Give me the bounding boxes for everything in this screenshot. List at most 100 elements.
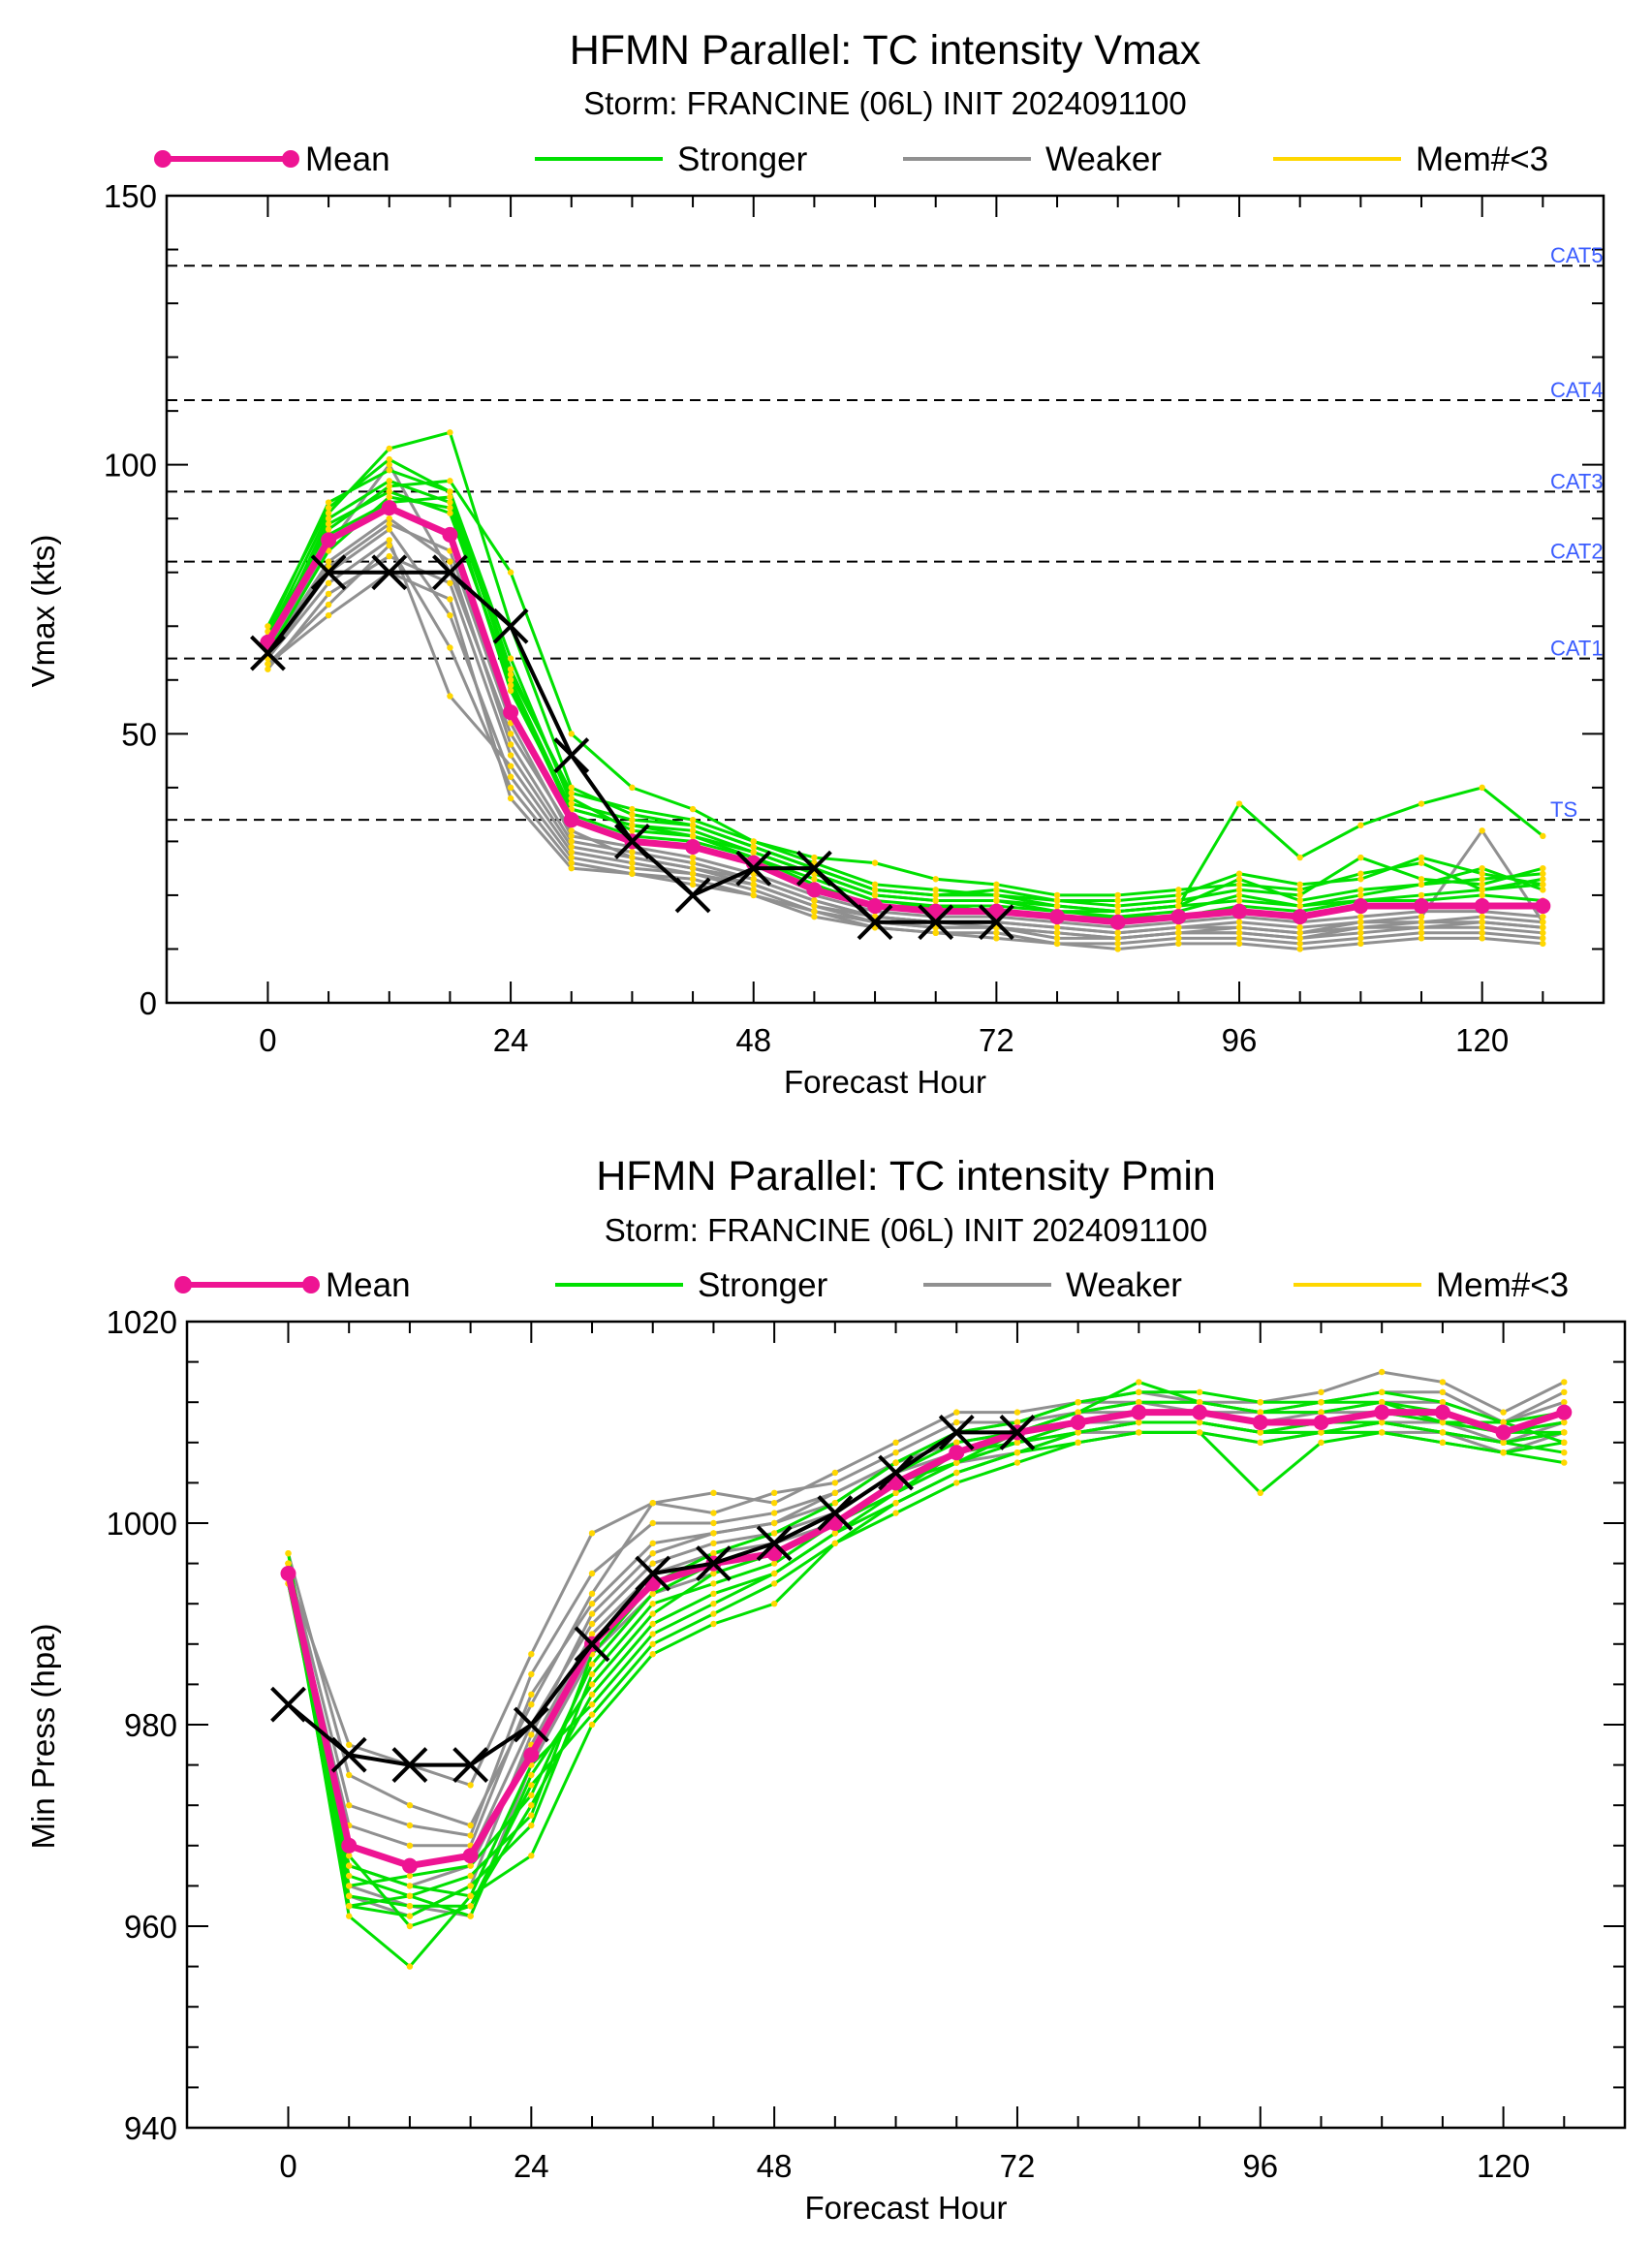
member-point: [1196, 1388, 1203, 1396]
member-point: [1479, 784, 1485, 792]
member-point: [1053, 902, 1061, 910]
mean-point: [927, 903, 944, 919]
member-point: [447, 504, 453, 512]
member-point: [588, 1610, 596, 1617]
member-point: [588, 1681, 596, 1688]
member-point: [386, 526, 392, 533]
member-point: [689, 859, 697, 866]
member-point: [649, 1519, 656, 1527]
member-point: [1175, 929, 1182, 937]
member-point: [993, 929, 1000, 937]
observed-point: [735, 850, 772, 887]
x-tick-label: 96: [1222, 1022, 1258, 1058]
member-point: [406, 1822, 414, 1829]
member-point: [1357, 876, 1364, 883]
member-point: [689, 816, 697, 824]
member-point: [953, 1459, 960, 1466]
member-point: [507, 682, 514, 689]
member-point: [1235, 929, 1243, 937]
stronger-member-line: [266, 479, 1543, 919]
member-point: [1540, 935, 1546, 942]
member-point: [1439, 1388, 1447, 1396]
member-point: [568, 832, 575, 840]
member-point: [1136, 1388, 1142, 1396]
member-point: [892, 1500, 899, 1507]
member-point: [528, 1812, 535, 1819]
member-point: [1418, 929, 1425, 937]
y-tick-label: 1020: [107, 1304, 177, 1340]
observed-point: [795, 850, 832, 887]
observed-x-stroke: [857, 904, 893, 941]
member-point: [528, 1822, 535, 1829]
member-point: [507, 731, 514, 737]
member-point: [467, 1782, 474, 1789]
mean-point: [1474, 898, 1490, 915]
observed-x-stroke: [938, 1414, 975, 1450]
member-point: [1136, 1379, 1142, 1386]
member-point: [1114, 940, 1121, 948]
member-point: [1175, 935, 1182, 942]
member-point: [1296, 924, 1303, 931]
mean-point: [1495, 1424, 1512, 1441]
member-point: [386, 461, 392, 468]
member-point: [1418, 891, 1425, 899]
member-point: [1296, 940, 1303, 948]
member-point: [1378, 1418, 1386, 1426]
member-point: [892, 1489, 899, 1497]
member-point: [689, 870, 697, 877]
observed-x-stroke: [635, 1555, 671, 1592]
member-point: [1175, 924, 1182, 931]
observed-point: [878, 1454, 914, 1491]
member-point: [467, 1832, 474, 1839]
member-point: [1175, 902, 1182, 910]
member-point: [507, 655, 514, 662]
member-point: [1296, 929, 1303, 937]
member-point: [1318, 1399, 1325, 1406]
member-point: [588, 1590, 596, 1598]
x-tick-label: 48: [757, 2148, 793, 2184]
observed-x-stroke: [674, 877, 711, 914]
observed-x-stroke: [250, 635, 286, 671]
mean-point: [1231, 903, 1248, 919]
mean-point: [867, 898, 884, 915]
member-point: [1479, 935, 1485, 942]
member-point: [346, 1802, 353, 1809]
member-point: [1296, 891, 1303, 899]
observed-point: [674, 877, 711, 914]
y-axis-label: Min Press (hpa): [25, 1624, 61, 1850]
member-point: [892, 1510, 899, 1516]
member-point: [629, 822, 636, 828]
member-point: [871, 891, 879, 899]
mean-point: [685, 838, 701, 855]
member-point: [1235, 935, 1243, 942]
member-point: [1136, 1399, 1142, 1406]
member-point: [1235, 919, 1243, 925]
member-point: [1418, 859, 1425, 866]
member-point: [1053, 935, 1061, 942]
observed-point: [938, 1414, 975, 1450]
observed-point: [756, 1525, 793, 1562]
member-point: [406, 1963, 414, 1970]
member-point: [1357, 919, 1364, 925]
member-point: [1318, 1388, 1325, 1396]
member-point: [770, 1500, 778, 1507]
observed-point: [817, 1495, 854, 1532]
member-point: [386, 467, 392, 474]
mean-point: [806, 882, 823, 898]
stronger-member-line: [266, 495, 1543, 902]
member-point: [325, 520, 332, 527]
member-point: [568, 838, 575, 845]
legend-label-weaker: Weaker: [1066, 1266, 1182, 1304]
member-point: [689, 876, 697, 883]
member-point: [1235, 924, 1243, 931]
member-point: [811, 897, 818, 904]
member-point: [588, 1530, 596, 1537]
mean-point: [563, 812, 579, 828]
member-point: [1296, 881, 1303, 888]
mean-point: [988, 903, 1005, 919]
member-point: [1114, 897, 1121, 904]
plot-frame: [185, 1320, 1627, 2130]
member-point: [1378, 1368, 1386, 1376]
member-point: [1500, 1409, 1507, 1416]
member-point: [1357, 887, 1364, 893]
